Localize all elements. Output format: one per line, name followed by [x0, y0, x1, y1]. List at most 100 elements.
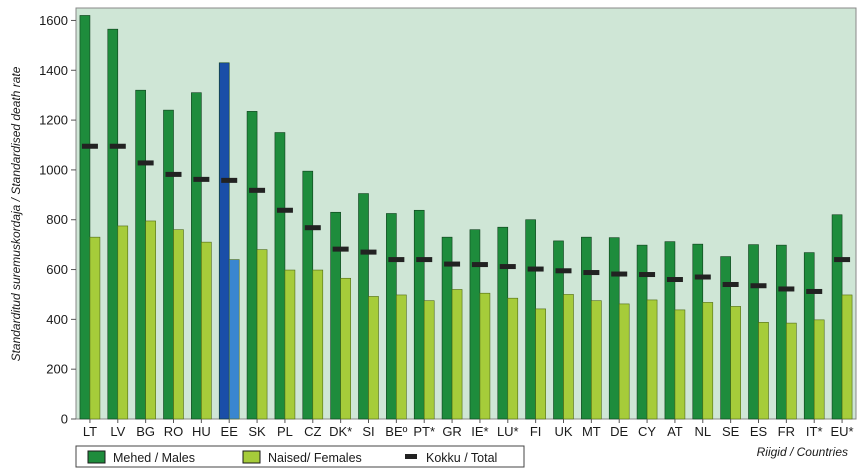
bar-females-RO: [173, 229, 184, 420]
x-tick-label-EU*: EU*: [831, 424, 854, 439]
bar-males-BG: [135, 89, 146, 420]
x-tick-label-NL: NL: [694, 424, 711, 439]
y-tick-label: 600: [46, 262, 68, 277]
bar-females-MT: [591, 300, 602, 420]
x-tick-label-DE: DE: [610, 424, 628, 439]
legend: Mehed / Males Naised/ Females Kokku / To…: [75, 445, 525, 468]
bar-males-CZ: [302, 170, 314, 420]
bar-males-UK: [553, 240, 564, 420]
bar-males-SI: [358, 193, 369, 420]
marker-total-RO: [165, 171, 182, 177]
legend-label-females: Naised/ Females: [268, 451, 362, 465]
marker-total-CZ: [304, 225, 321, 231]
marker-total-IE*: [471, 262, 488, 268]
x-tick-label-MT: MT: [582, 424, 601, 439]
bar-females-AT: [674, 309, 686, 420]
bar-males-DK*: [330, 211, 341, 420]
marker-total-NL: [694, 274, 711, 280]
x-tick-label-SK: SK: [248, 424, 266, 439]
marker-total-HU: [193, 176, 210, 182]
bar-females-FR: [786, 322, 797, 420]
bar-males-MT: [581, 236, 592, 420]
bar-females-SE: [730, 306, 741, 420]
y-tick-label: 1400: [39, 63, 68, 78]
marker-total-IT*: [806, 288, 823, 294]
bar-males-LU*: [497, 226, 509, 420]
x-tick-label-SI: SI: [362, 424, 374, 439]
marker-total-EE: [221, 177, 238, 183]
x-tick-label-GR: GR: [442, 424, 462, 439]
x-tick-label-CY: CY: [638, 424, 656, 439]
y-tick-label: 1000: [39, 162, 68, 177]
marker-total-FI: [527, 266, 544, 272]
legend-swatch-males: [87, 450, 106, 464]
bar-males-IE*: [469, 229, 481, 420]
legend-swatch-females: [242, 450, 261, 464]
marker-total-PT*: [416, 257, 433, 263]
x-tick-label-RO: RO: [164, 424, 184, 439]
marker-total-BEº: [388, 257, 405, 263]
y-tick-label: 0: [61, 412, 68, 427]
y-tick-label: 1600: [39, 13, 68, 28]
bar-males-SK: [246, 111, 258, 420]
x-tick-label-PL: PL: [277, 424, 293, 439]
marker-total-UK: [555, 268, 572, 274]
bar-females-LV: [117, 225, 129, 420]
marker-total-EU*: [834, 257, 851, 263]
bar-males-NL: [692, 243, 704, 420]
marker-total-LV: [109, 143, 126, 149]
bar-males-IT*: [803, 252, 815, 420]
marker-total-DE: [611, 271, 628, 277]
marker-total-DK*: [332, 246, 349, 252]
y-tick-label: 200: [46, 362, 68, 377]
marker-total-ES: [750, 283, 767, 289]
bar-females-NL: [702, 302, 714, 420]
bar-males-ES: [748, 244, 759, 420]
bar-females-PL: [284, 269, 296, 420]
marker-total-PL: [276, 207, 293, 213]
x-tick-label-SE: SE: [722, 424, 740, 439]
legend-box: [75, 445, 525, 468]
x-tick-label-BG: BG: [136, 424, 155, 439]
marker-total-CY: [639, 272, 656, 278]
bar-females-PT*: [423, 300, 435, 420]
x-tick-label-IE*: IE*: [471, 424, 488, 439]
x-tick-label-LT: LT: [83, 424, 97, 439]
bar-females-ES: [758, 322, 769, 420]
bars: [79, 15, 853, 420]
bar-males-SE: [720, 256, 731, 420]
x-axis-labels: LT LV BG RO HU EE SK PL CZ DK* SI BEº PT* GR IE* LU* FI U…: [83, 419, 854, 439]
x-tick-label-LV: LV: [110, 424, 125, 439]
bar-females-BG: [145, 220, 156, 420]
bar-females-LT: [89, 236, 101, 420]
bar-females-SK: [256, 249, 268, 420]
marker-total-LU*: [499, 264, 516, 270]
bar-females-CY: [646, 299, 658, 420]
y-axis: 0 200 400 600 800 1000 1200 1400 1600: [39, 13, 76, 427]
bar-males-DE: [608, 237, 620, 420]
y-tick-label: 1200: [39, 113, 68, 128]
bar-females-EE: [228, 259, 240, 420]
bar-males-FR: [776, 244, 787, 420]
x-tick-label-EE: EE: [221, 424, 239, 439]
bar-females-IE*: [479, 292, 491, 420]
bar-males-FI: [525, 219, 536, 420]
x-tick-label-BEº: BEº: [385, 424, 407, 439]
y-axis-title: Standarditud suremuskordaja / Standardis…: [9, 66, 23, 361]
bar-males-EE: [218, 62, 230, 420]
marker-total-AT: [666, 277, 683, 283]
bar-females-LU*: [507, 297, 519, 420]
bar-females-GR: [451, 289, 463, 420]
bar-females-FI: [535, 308, 546, 420]
bar-females-DK*: [340, 277, 351, 420]
bar-females-EU*: [841, 294, 853, 420]
marker-total-MT: [583, 270, 600, 276]
bar-females-HU: [201, 241, 212, 420]
x-tick-label-AT: AT: [667, 424, 683, 439]
bar-females-UK: [563, 294, 574, 420]
bar-females-CZ: [312, 269, 324, 420]
marker-total-SE: [722, 281, 739, 287]
bar-males-HU: [191, 92, 202, 420]
x-axis-title: Riigid / Countries: [757, 445, 848, 459]
